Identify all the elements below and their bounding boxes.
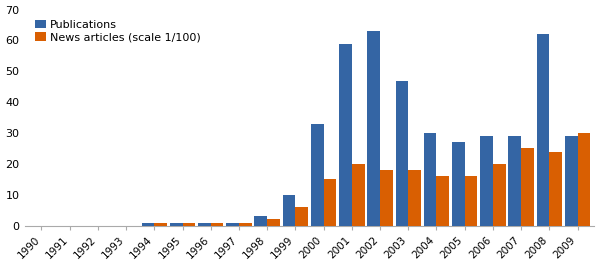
- Bar: [493, 164, 506, 226]
- Bar: [142, 223, 154, 226]
- Bar: [565, 136, 578, 226]
- Bar: [436, 176, 449, 226]
- Bar: [339, 44, 352, 226]
- Bar: [521, 148, 534, 226]
- Bar: [452, 142, 464, 226]
- Bar: [311, 124, 323, 226]
- Bar: [283, 195, 295, 226]
- Legend: Publications, News articles (scale 1/100): Publications, News articles (scale 1/100…: [30, 15, 205, 47]
- Bar: [480, 136, 493, 226]
- Bar: [367, 31, 380, 226]
- Bar: [352, 164, 365, 226]
- Bar: [182, 223, 195, 226]
- Bar: [239, 223, 251, 226]
- Bar: [424, 133, 436, 226]
- Bar: [408, 170, 421, 226]
- Bar: [395, 81, 408, 226]
- Bar: [211, 223, 223, 226]
- Bar: [254, 216, 267, 226]
- Bar: [170, 223, 182, 226]
- Bar: [550, 152, 562, 226]
- Bar: [267, 219, 280, 226]
- Bar: [536, 34, 550, 226]
- Bar: [380, 170, 393, 226]
- Bar: [198, 223, 211, 226]
- Bar: [578, 133, 590, 226]
- Bar: [226, 223, 239, 226]
- Bar: [323, 179, 336, 226]
- Bar: [508, 136, 521, 226]
- Bar: [464, 176, 478, 226]
- Bar: [154, 223, 167, 226]
- Bar: [295, 207, 308, 226]
